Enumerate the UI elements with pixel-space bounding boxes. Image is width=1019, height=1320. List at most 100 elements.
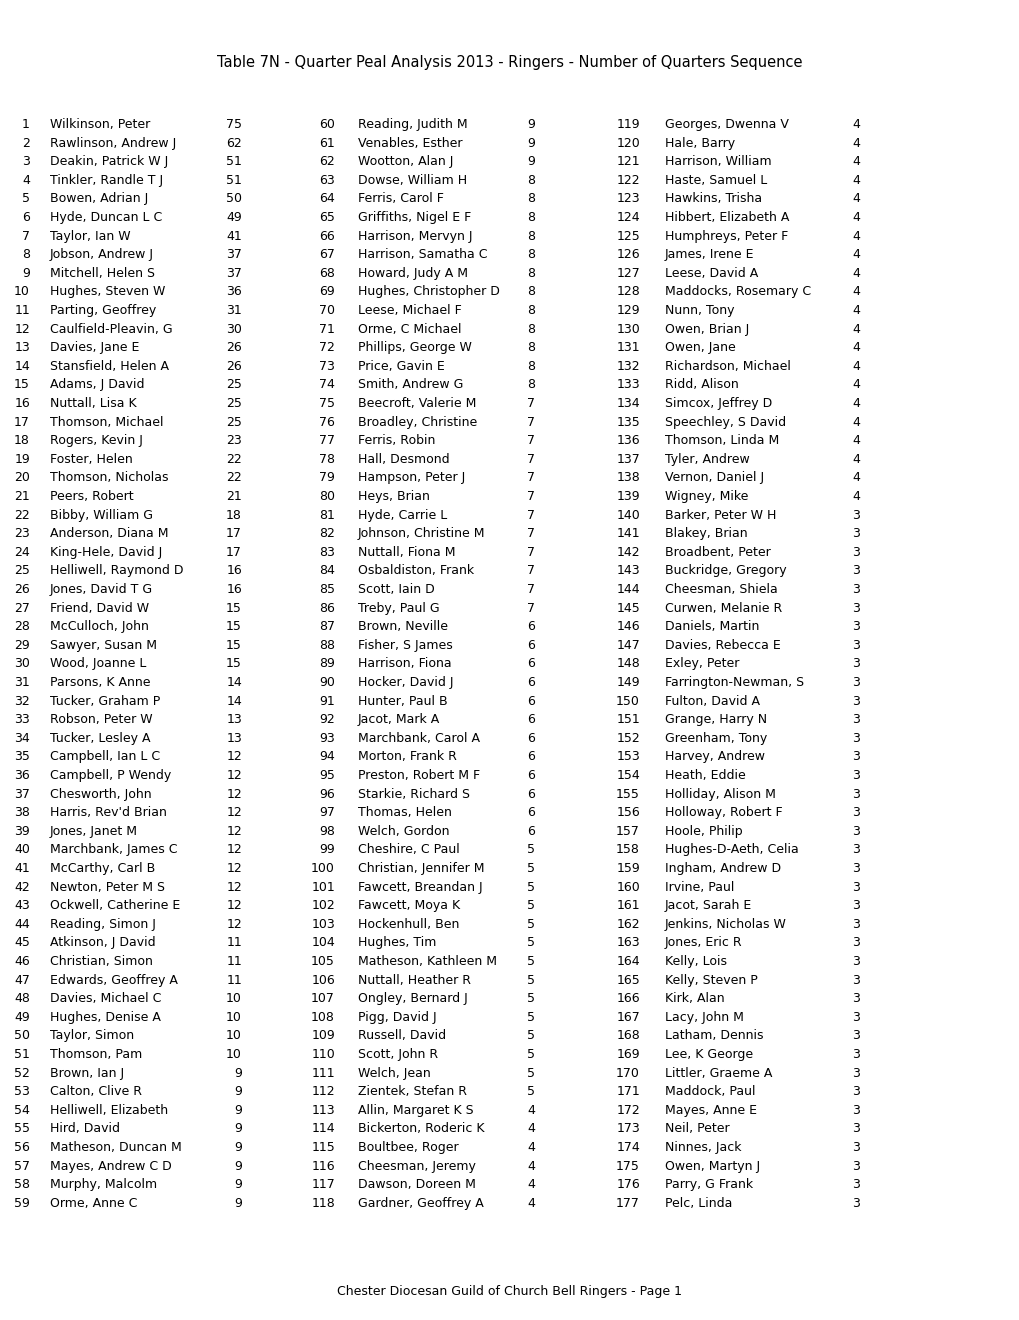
Text: Mayes, Anne E: Mayes, Anne E <box>664 1104 756 1117</box>
Text: 19: 19 <box>14 453 30 466</box>
Text: 8: 8 <box>527 211 535 224</box>
Text: Orme, Anne C: Orme, Anne C <box>50 1197 138 1210</box>
Text: 40: 40 <box>14 843 30 857</box>
Text: 4: 4 <box>851 471 859 484</box>
Text: Exley, Peter: Exley, Peter <box>664 657 739 671</box>
Text: 47: 47 <box>14 974 30 986</box>
Text: 3: 3 <box>851 1067 859 1080</box>
Text: 14: 14 <box>226 694 242 708</box>
Text: Maddocks, Rosemary C: Maddocks, Rosemary C <box>664 285 810 298</box>
Text: 111: 111 <box>311 1067 334 1080</box>
Text: Humphreys, Peter F: Humphreys, Peter F <box>664 230 788 243</box>
Text: 4: 4 <box>851 416 859 429</box>
Text: 34: 34 <box>14 731 30 744</box>
Text: Marchbank, Carol A: Marchbank, Carol A <box>358 731 480 744</box>
Text: 3: 3 <box>851 1179 859 1191</box>
Text: 43: 43 <box>14 899 30 912</box>
Text: Harrison, Fiona: Harrison, Fiona <box>358 657 451 671</box>
Text: Adams, J David: Adams, J David <box>50 379 145 392</box>
Text: Owen, Brian J: Owen, Brian J <box>664 322 749 335</box>
Text: 11: 11 <box>226 954 242 968</box>
Text: Brown, Neville: Brown, Neville <box>358 620 447 634</box>
Text: 31: 31 <box>14 676 30 689</box>
Text: Latham, Dennis: Latham, Dennis <box>664 1030 763 1043</box>
Text: 5: 5 <box>527 843 535 857</box>
Text: 25: 25 <box>14 565 30 577</box>
Text: 15: 15 <box>226 639 242 652</box>
Text: 5: 5 <box>527 993 535 1006</box>
Text: 12: 12 <box>226 843 242 857</box>
Text: 108: 108 <box>311 1011 334 1024</box>
Text: 102: 102 <box>311 899 334 912</box>
Text: 135: 135 <box>615 416 639 429</box>
Text: 159: 159 <box>615 862 639 875</box>
Text: Jones, Janet M: Jones, Janet M <box>50 825 138 838</box>
Text: 5: 5 <box>527 1011 535 1024</box>
Text: Hoole, Philip: Hoole, Philip <box>664 825 742 838</box>
Text: Davies, Rebecca E: Davies, Rebecca E <box>664 639 780 652</box>
Text: Hocker, David J: Hocker, David J <box>358 676 453 689</box>
Text: 3: 3 <box>851 880 859 894</box>
Text: 9: 9 <box>234 1122 242 1135</box>
Text: 6: 6 <box>527 639 535 652</box>
Text: 4: 4 <box>851 285 859 298</box>
Text: Ninnes, Jack: Ninnes, Jack <box>664 1140 741 1154</box>
Text: Broadley, Christine: Broadley, Christine <box>358 416 477 429</box>
Text: 3: 3 <box>851 770 859 781</box>
Text: Jones, Eric R: Jones, Eric R <box>664 936 742 949</box>
Text: 12: 12 <box>226 750 242 763</box>
Text: Nuttall, Fiona M: Nuttall, Fiona M <box>358 545 455 558</box>
Text: 160: 160 <box>615 880 639 894</box>
Text: 5: 5 <box>527 954 535 968</box>
Text: Scott, John R: Scott, John R <box>358 1048 438 1061</box>
Text: 3: 3 <box>851 1030 859 1043</box>
Text: Parting, Geoffrey: Parting, Geoffrey <box>50 304 156 317</box>
Text: 72: 72 <box>319 341 334 354</box>
Text: 84: 84 <box>319 565 334 577</box>
Text: 74: 74 <box>319 379 334 392</box>
Text: Leese, David A: Leese, David A <box>664 267 757 280</box>
Text: 59: 59 <box>14 1197 30 1210</box>
Text: Grange, Harry N: Grange, Harry N <box>664 713 766 726</box>
Text: 119: 119 <box>615 117 639 131</box>
Text: 44: 44 <box>14 917 30 931</box>
Text: Rawlinson, Andrew J: Rawlinson, Andrew J <box>50 136 176 149</box>
Text: 49: 49 <box>226 211 242 224</box>
Text: Griffiths, Nigel E F: Griffiths, Nigel E F <box>358 211 471 224</box>
Text: 9: 9 <box>234 1140 242 1154</box>
Text: Phillips, George W: Phillips, George W <box>358 341 472 354</box>
Text: Campbell, P Wendy: Campbell, P Wendy <box>50 770 171 781</box>
Text: 7: 7 <box>22 230 30 243</box>
Text: Welch, Jean: Welch, Jean <box>358 1067 430 1080</box>
Text: King-Hele, David J: King-Hele, David J <box>50 545 162 558</box>
Text: Irvine, Paul: Irvine, Paul <box>664 880 734 894</box>
Text: 64: 64 <box>319 193 334 206</box>
Text: 5: 5 <box>527 1048 535 1061</box>
Text: 12: 12 <box>226 862 242 875</box>
Text: 3: 3 <box>851 1140 859 1154</box>
Text: 14: 14 <box>226 676 242 689</box>
Text: 157: 157 <box>615 825 639 838</box>
Text: 8: 8 <box>527 304 535 317</box>
Text: 5: 5 <box>22 193 30 206</box>
Text: 62: 62 <box>226 136 242 149</box>
Text: 125: 125 <box>615 230 639 243</box>
Text: 75: 75 <box>226 117 242 131</box>
Text: 25: 25 <box>226 416 242 429</box>
Text: 143: 143 <box>615 565 639 577</box>
Text: 3: 3 <box>851 899 859 912</box>
Text: 90: 90 <box>319 676 334 689</box>
Text: 37: 37 <box>226 267 242 280</box>
Text: 3: 3 <box>851 1104 859 1117</box>
Text: 4: 4 <box>22 174 30 187</box>
Text: Nuttall, Lisa K: Nuttall, Lisa K <box>50 397 137 411</box>
Text: 10: 10 <box>226 1030 242 1043</box>
Text: 118: 118 <box>311 1197 334 1210</box>
Text: Hyde, Carrie L: Hyde, Carrie L <box>358 508 446 521</box>
Text: 8: 8 <box>527 285 535 298</box>
Text: Maddock, Paul: Maddock, Paul <box>664 1085 755 1098</box>
Text: Reading, Judith M: Reading, Judith M <box>358 117 467 131</box>
Text: Boultbee, Roger: Boultbee, Roger <box>358 1140 459 1154</box>
Text: Thomson, Pam: Thomson, Pam <box>50 1048 142 1061</box>
Text: 68: 68 <box>319 267 334 280</box>
